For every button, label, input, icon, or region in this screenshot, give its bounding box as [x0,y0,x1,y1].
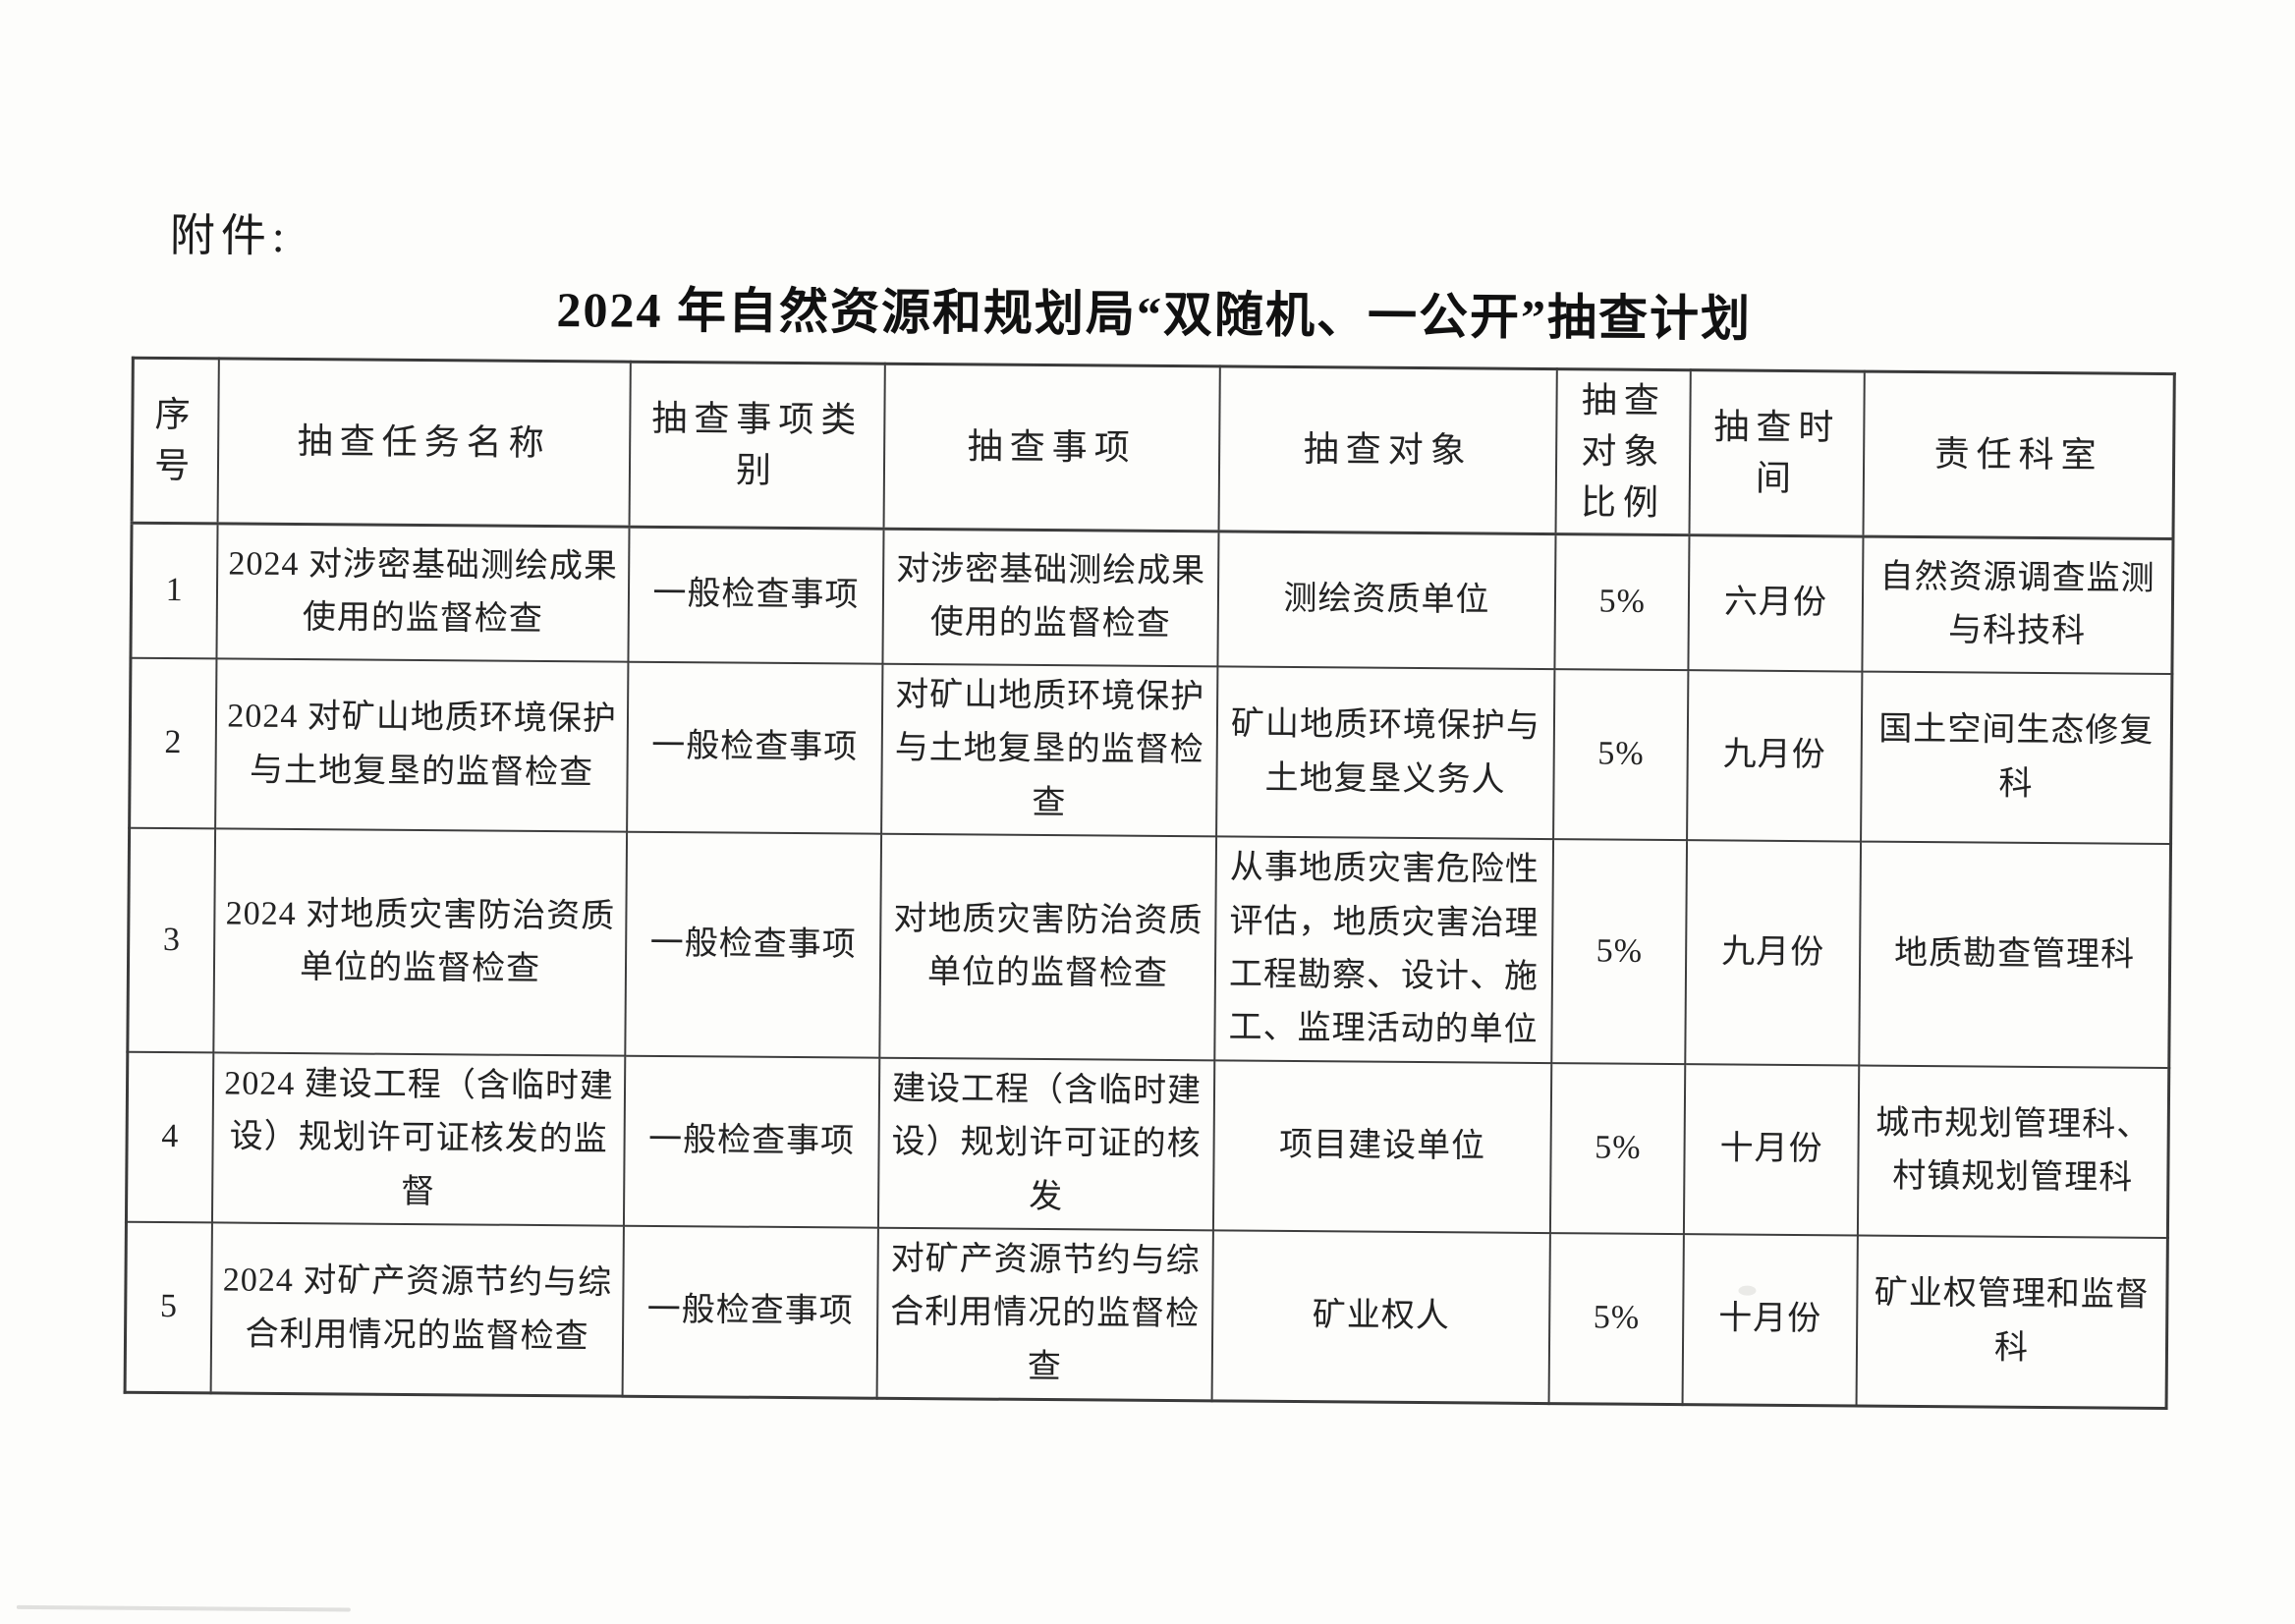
table-cell: 一般检查事项 [623,1055,880,1228]
table-cell: 测绘资质单位 [1217,531,1556,670]
table-row: 3 2024 对地质灾害防治资质单位的监督检查 一般检查事项 对地质灾害防治资质… [127,827,2171,1068]
table-cell: 矿业权管理和监督科 [1856,1235,2168,1409]
table-cell: 十月份 [1682,1234,1858,1407]
table-cell: 5% [1550,1062,1686,1235]
table-row: 2 2024 对矿山地质环境保护与土地复垦的监督检查 一般检查事项 对矿山地质环… [129,657,2172,845]
table-cell: 对矿山地质环境保护与土地复垦的监督检查 [881,663,1218,837]
header-department: 责任科室 [1863,371,2175,539]
table-row: 4 2024 建设工程（含临时建设）规划许可证核发的监督 一般检查事项 建设工程… [126,1051,2169,1238]
scan-artifact-smudge [1738,1285,1757,1296]
table-cell: 5% [1548,1233,1685,1405]
table-cell: 从事地质灾害危险性评估，地质灾害治理工程勘察、设计、施工、监理活动的单位 [1214,836,1554,1063]
table-cell: 对涉密基础测绘成果使用的监督检查 [882,528,1219,667]
header-seq: 序号 [132,358,220,524]
table-cell: 十月份 [1684,1063,1860,1236]
inspection-plan-table: 序号 抽查任务名称 抽查事项类别 抽查事项 抽查对象 抽查对象比例 抽查时间 责… [123,356,2176,1411]
table-row: 1 2024 对涉密基础测绘成果使用的监督检查 一般检查事项 对涉密基础测绘成果… [130,522,2173,675]
table-cell: 矿业权人 [1211,1230,1551,1404]
table-cell: 一般检查事项 [624,831,882,1058]
table-cell: 九月份 [1685,840,1861,1066]
table-cell: 3 [127,827,216,1053]
table-cell: 城市规划管理科、村镇规划管理科 [1857,1065,2169,1238]
table-cell: 自然资源调查监测与科技科 [1862,535,2173,675]
table-cell: 对矿产资源节约与综合利用情况的监督检查 [876,1227,1213,1402]
table-cell: 矿山地质环境保护与土地复垦义务人 [1215,666,1555,840]
table-cell: 九月份 [1687,670,1863,842]
table-cell: 2024 对矿山地质环境保护与土地复垦的监督检查 [215,658,629,832]
table-cell: 5% [1554,533,1690,671]
table-cell: 1 [130,522,218,659]
table-cell: 项目建设单位 [1212,1060,1552,1234]
header-item-category: 抽查事项类别 [629,362,886,529]
header-target: 抽查对象 [1218,365,1558,534]
header-target-ratio: 抽查对象比例 [1555,368,1691,535]
table-cell: 一般检查事项 [628,526,884,664]
header-item: 抽查事项 [883,364,1220,532]
table-cell: 2024 对矿产资源节约与综合利用情况的监督检查 [210,1222,624,1397]
table-cell: 5% [1553,669,1689,841]
table-cell: 4 [126,1051,214,1223]
table-cell: 2 [129,657,217,829]
table-cell: 六月份 [1688,534,1864,672]
scan-artifact-line [16,1604,351,1612]
table-cell: 5 [125,1221,213,1394]
table-cell: 地质勘查管理科 [1859,841,2171,1068]
table-cell: 2024 建设工程（含临时建设）规划许可证核发的监督 [212,1052,625,1226]
attachment-label: 附件: [169,210,291,261]
table-cell: 5% [1551,839,1688,1064]
table-cell: 建设工程（含临时建设）规划许可证的核发 [878,1057,1215,1231]
table-cell: 一般检查事项 [626,661,883,834]
table-cell: 2024 对地质灾害防治资质单位的监督检查 [213,828,627,1056]
header-time: 抽查时间 [1689,369,1865,536]
table-cell: 对地质灾害防治资质单位的监督检查 [879,833,1216,1061]
page-title: 2024 年自然资源和规划局“双随机、一公开”抽查计划 [556,282,1753,347]
table-cell: 2024 对涉密基础测绘成果使用的监督检查 [216,523,630,662]
header-task-name: 抽查任务名称 [217,358,631,527]
table-cell: 国土空间生态修复科 [1860,671,2172,845]
table-row: 5 2024 对矿产资源节约与综合利用情况的监督检查 一般检查事项 对矿产资源节… [125,1221,2168,1409]
table-header-row: 序号 抽查任务名称 抽查事项类别 抽查事项 抽查对象 抽查对象比例 抽查时间 责… [132,358,2175,539]
table-cell: 一般检查事项 [622,1225,879,1399]
